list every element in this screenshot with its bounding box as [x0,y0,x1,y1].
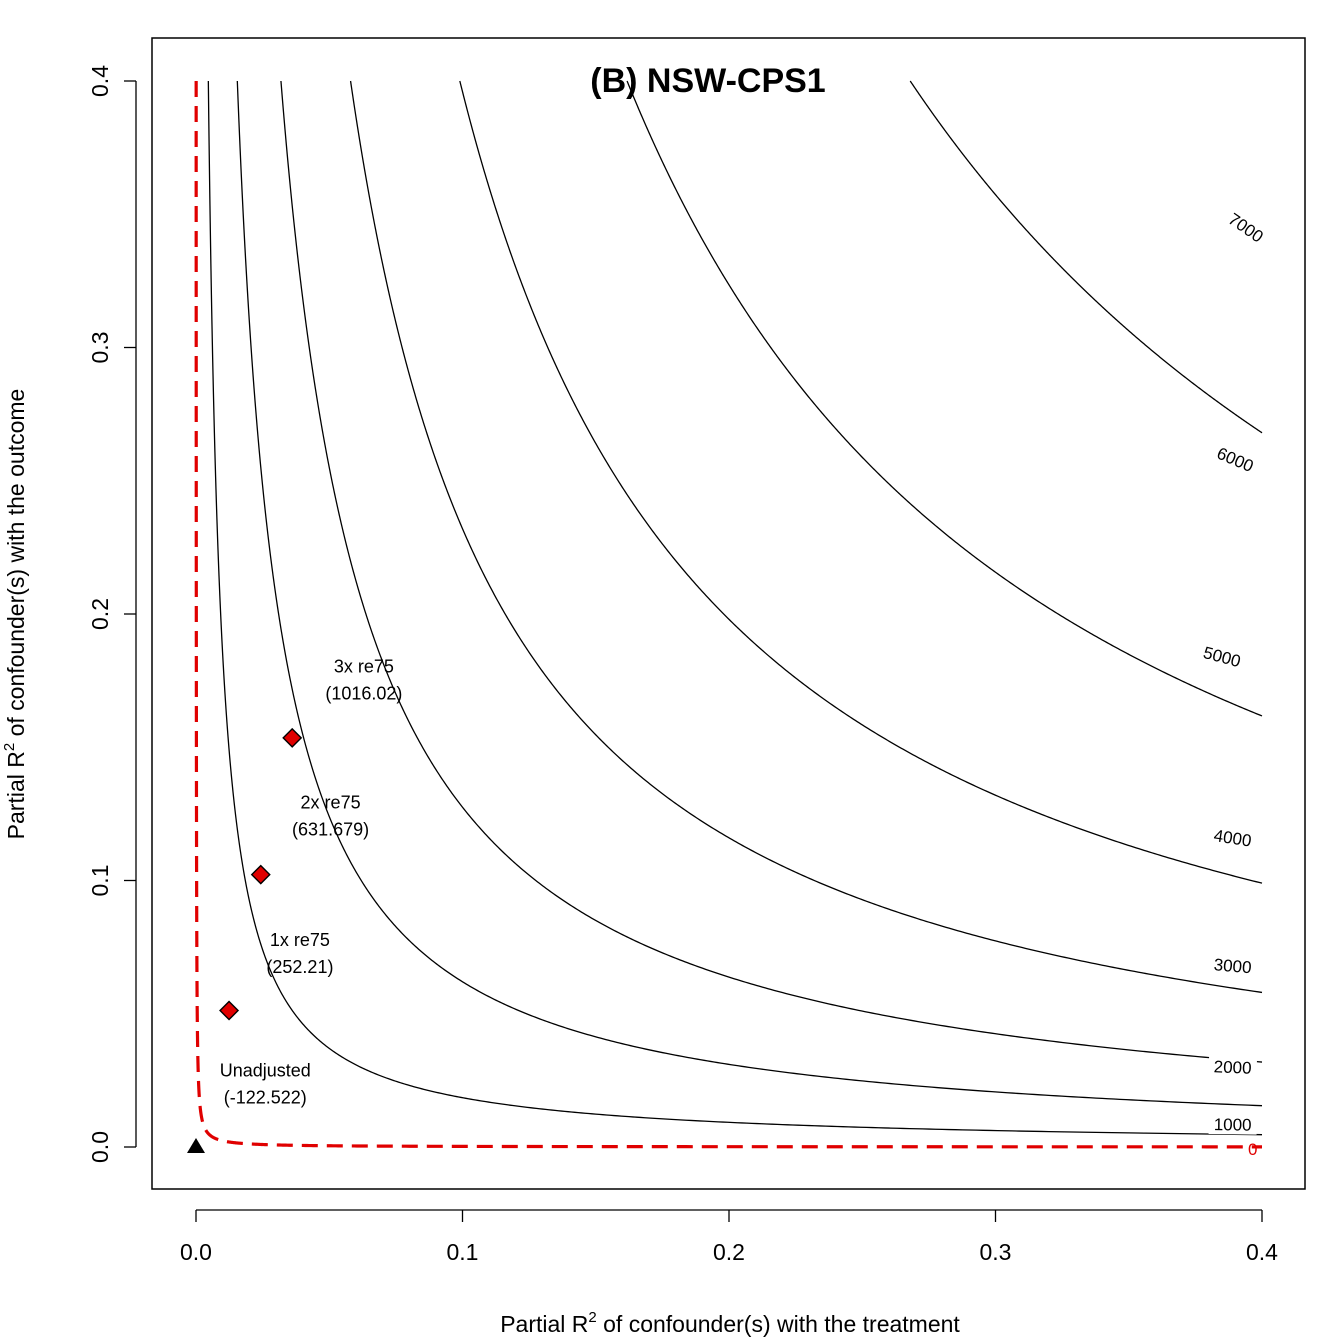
x-tick-label: 0.1 [447,1239,479,1265]
contour-line-6000 [626,80,1263,717]
contour-label-bg [1209,440,1262,479]
contour-line-2000 [236,80,1263,1107]
contour-label-bg [1220,205,1272,250]
contour-label-bg [1196,640,1248,673]
threshold-contour-line [194,81,1262,1149]
contour-label-bg [1207,824,1258,852]
threshold-line: 0 [194,81,1262,1159]
contour-line-4000 [349,80,1263,994]
axes: 0.0 0.1 0.2 0.3 0.4 0.0 0.1 0.2 0.3 0.4 [87,65,1278,1265]
benchmark-estimate-1: (252.21) [266,957,333,977]
benchmark-point-3 [282,727,303,748]
threshold-contour-label: 0 [1248,1140,1257,1159]
contour-label-bg [1207,953,1258,978]
contour-label-3000: 3000 [1213,955,1252,977]
benchmark-label-2: 2x re75 [301,793,361,813]
plot-frame [151,37,1306,1190]
contour-line-3000 [280,80,1263,1063]
y-tick-label: 0.4 [87,65,113,97]
chart-title: (B) NSW-CPS1 [590,62,825,100]
unadjusted-label: Unadjusted [220,1060,311,1080]
benchmark-estimate-2: (631.679) [292,820,369,840]
y-tick-label: 0.0 [87,1131,113,1163]
benchmark-estimate-3: (1016.02) [325,684,402,704]
benchmark-point-1 [219,1000,240,1021]
contour-label-1000: 1000 [1214,1115,1252,1134]
contour-label-6000: 6000 [1214,444,1256,476]
contour-line-5000 [459,80,1263,884]
contour-label-5000: 5000 [1201,643,1242,671]
contour-label-4000: 4000 [1212,826,1252,851]
x-axis-label: Partial R2 of confounder(s) with the tre… [500,1309,960,1337]
unadjusted-estimate: (-122.522) [224,1087,307,1107]
x-tick-label: 0.0 [180,1239,212,1265]
contour-line-7000 [909,80,1263,434]
y-tick-label: 0.2 [87,598,113,630]
x-tick-label: 0.4 [1246,1239,1278,1265]
benchmark-label-1: 1x re75 [270,930,330,950]
benchmark-points: 1x re75 (252.21) 2x re75 (631.679) 3x re75 (1… [187,657,402,1153]
x-tick-label: 0.3 [980,1239,1012,1265]
contour-label-2000: 2000 [1213,1057,1252,1078]
y-tick-label: 0.3 [87,332,113,364]
y-tick-label: 0.1 [87,865,113,897]
contour-lines [207,80,1263,1136]
y-axis-label: Partial R2 of confounder(s) with the out… [1,389,29,840]
benchmark-label-3: 3x re75 [334,657,394,677]
unadjusted-point [187,1138,205,1153]
contour-label-bg [1208,1056,1258,1079]
contour-line-1000 [207,80,1263,1136]
contour-label-bg [1208,1114,1257,1135]
benchmark-point-2 [250,864,271,885]
x-tick-label: 0.2 [713,1239,745,1265]
